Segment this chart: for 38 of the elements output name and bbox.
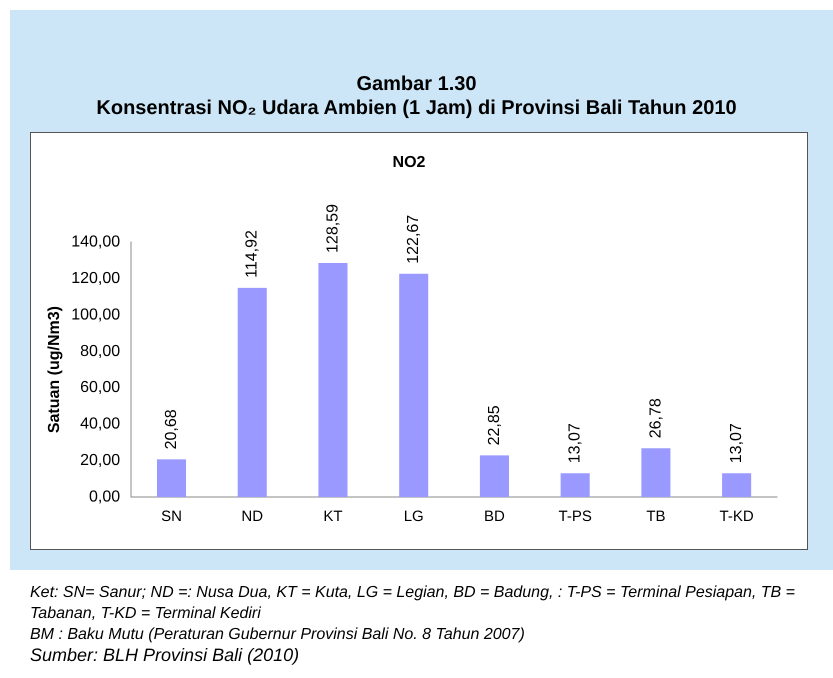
y-tick-label: 60,00	[80, 379, 120, 396]
data-label: 20,68	[162, 409, 180, 450]
bar	[156, 459, 186, 497]
y-tick-label: 120,00	[71, 270, 120, 288]
x-tick-label: TB	[646, 508, 666, 526]
text: Ket: SN= Sanur; ND =: Nusa Dua, KT = Kuta, LG = Legian, BD = Badung, : T-PS = Terminal Pesiapan, TB = Tabanan, T-KD = Terminal Kediri	[30, 583, 796, 624]
data-label: 128,59	[324, 204, 342, 253]
x-tick-label: T-PS	[558, 508, 592, 526]
data-label: 26,78	[647, 398, 664, 438]
x-tick-label: ND	[241, 508, 264, 526]
y-tick-label: 0,00	[88, 488, 120, 506]
x-tick-label: LG	[404, 508, 424, 526]
x-tick-label: T-KD	[720, 508, 754, 526]
data-label: 22,85	[486, 405, 503, 446]
data-label: 13,07	[566, 423, 584, 464]
y-axis-title: Satuan (ug/Nm3)	[46, 306, 64, 434]
y-tick-label: 140,00	[71, 234, 120, 251]
x-tick-label: SN	[161, 508, 182, 526]
text: BM : Baku Mutu (Peraturan Gubernur Provinsi Bali No. 8 Tahun 2007)	[30, 625, 526, 645]
data-label: 114,92	[244, 230, 261, 278]
bar	[399, 274, 428, 497]
x-tick-label: BD	[484, 508, 506, 526]
data-label: 13,07	[728, 423, 746, 464]
y-tick-label: 40,00	[80, 416, 120, 433]
text: Sumber: BLH Provinsi Bali (2010)	[30, 645, 300, 666]
bar	[480, 455, 509, 497]
y-tick-label: 80,00	[80, 342, 120, 360]
bar	[641, 448, 670, 497]
chart-subtitle: NO2	[392, 154, 426, 172]
y-tick-label: 100,00	[71, 306, 120, 324]
bar	[318, 262, 348, 497]
x-tick-label: KT	[323, 508, 343, 526]
data-label: 122,67	[405, 214, 422, 264]
bar	[238, 288, 267, 497]
y-tick-label: 20,00	[80, 452, 120, 470]
bar	[560, 473, 590, 497]
chart-title: Gambar 1.30 Konsentrasi NO₂ Udara Ambien (1 Jam) di Provinsi Bali Tahun 2010	[95, 72, 738, 120]
bar	[722, 473, 752, 497]
